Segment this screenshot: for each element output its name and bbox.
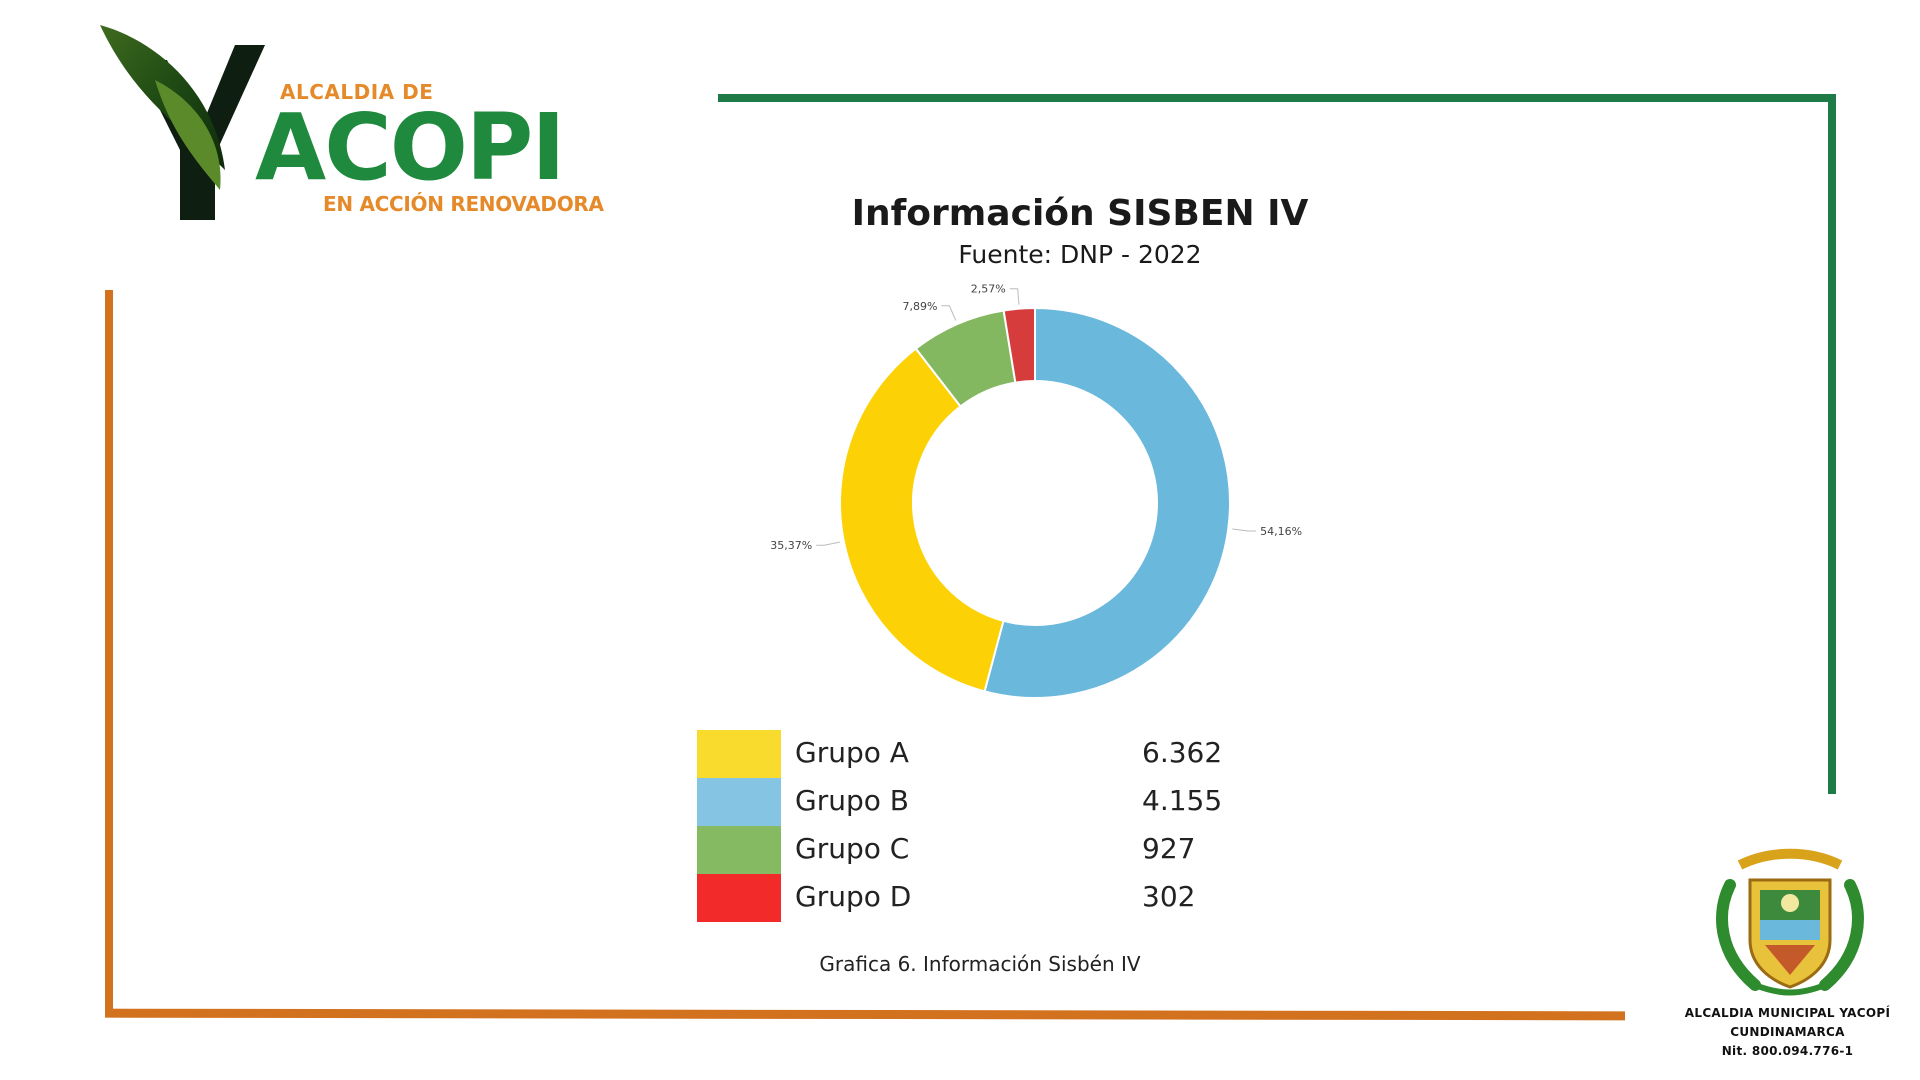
- logo-text-acopi: ACOPI: [255, 94, 566, 201]
- seal-text-line2: CUNDINAMARCA: [1730, 1025, 1845, 1039]
- legend-swatch: [697, 874, 781, 922]
- slice-percent-label: 35,37%: [770, 539, 812, 552]
- legend-row: Grupo D 302: [697, 874, 1257, 922]
- leader-line: [816, 541, 840, 546]
- slice-percent-label: 7,89%: [902, 300, 937, 313]
- donut-slice-grupo-d: [1002, 306, 1036, 384]
- legend-swatch: [697, 778, 781, 826]
- municipal-seal: [1710, 845, 1870, 1000]
- frame-green-right-line: [1828, 94, 1836, 794]
- seal-text-line3: Nit. 800.094.776-1: [1721, 1044, 1854, 1058]
- legend-group-value: 6.362: [1142, 736, 1223, 769]
- slice-percent-label: 54,16%: [1260, 525, 1302, 538]
- leaf-y-icon: [100, 25, 265, 220]
- donut-slice-grupo-a: [839, 347, 1005, 693]
- chart-title: Información SISBEN IV: [851, 193, 1309, 234]
- legend-group-value: 927: [1142, 832, 1196, 865]
- frame-green-top-line: [718, 94, 1836, 102]
- leader-line: [1232, 528, 1257, 532]
- legend-swatch: [697, 826, 781, 874]
- legend-group-name: Grupo A: [795, 736, 909, 769]
- leader-line: [1009, 288, 1020, 305]
- legend-group-value: 4.155: [1142, 784, 1223, 817]
- legend-group-name: Grupo B: [795, 784, 909, 817]
- legend-group-name: Grupo D: [795, 880, 912, 913]
- leader-line: [941, 305, 957, 321]
- legend-group-name: Grupo C: [795, 832, 910, 865]
- chart-subtitle: Fuente: DNP - 2022: [958, 240, 1202, 269]
- figure-caption: Grafica 6. Información Sisbén IV: [819, 952, 1141, 976]
- coat-of-arms-icon: [1716, 848, 1864, 996]
- legend-group-value: 302: [1142, 880, 1196, 913]
- legend-swatch: [697, 730, 781, 778]
- legend-row: Grupo A 6.362: [697, 730, 1257, 778]
- donut-slice-grupo-b: [983, 306, 1231, 699]
- logo-text-alcaldia: ALCALDIA DE: [280, 80, 434, 104]
- slice-percent-label: 2,57%: [971, 283, 1006, 296]
- legend-row: Grupo B 4.155: [697, 778, 1257, 826]
- logo-text-slogan: EN ACCIÓN RENOVADORA: [323, 192, 604, 216]
- seal-text-line1: ALCALDIA MUNICIPAL YACOPÍ: [1684, 1006, 1891, 1020]
- yacopi-logo: ALCALDIA DE ACOPI EN ACCIÓN RENOVADORA: [95, 20, 625, 235]
- legend-row: Grupo C 927: [697, 826, 1257, 874]
- frame-orange-left-line: [105, 290, 113, 1016]
